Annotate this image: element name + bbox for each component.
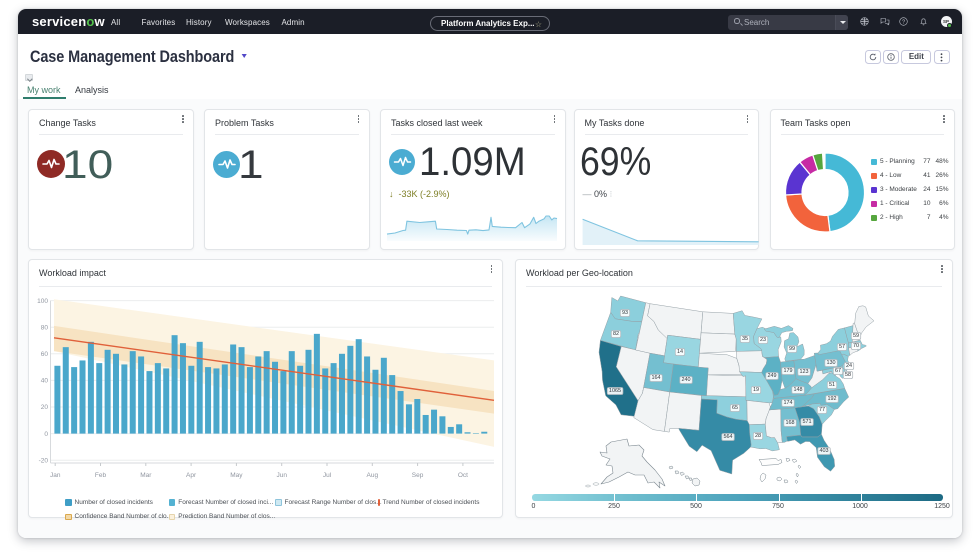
svg-text:Feb: Feb (95, 472, 107, 479)
svg-text:Jul: Jul (323, 472, 332, 479)
svg-text:Sep: Sep (412, 472, 424, 479)
svg-text:20: 20 (41, 404, 49, 411)
svg-text:-20: -20 (39, 457, 49, 464)
svg-text:0: 0 (44, 431, 48, 438)
svg-text:Jun: Jun (276, 472, 287, 479)
svg-text:Apr: Apr (186, 472, 197, 479)
svg-text:100: 100 (37, 298, 48, 305)
svg-text:Aug: Aug (367, 472, 379, 479)
svg-text:May: May (230, 472, 243, 479)
svg-text:Mar: Mar (140, 472, 152, 479)
svg-text:80: 80 (41, 324, 49, 331)
svg-text:Jan: Jan (50, 472, 61, 479)
svg-text:Oct: Oct (458, 472, 468, 479)
svg-text:?: ? (902, 20, 905, 26)
svg-text:60: 60 (41, 351, 49, 358)
svg-text:40: 40 (41, 378, 49, 385)
